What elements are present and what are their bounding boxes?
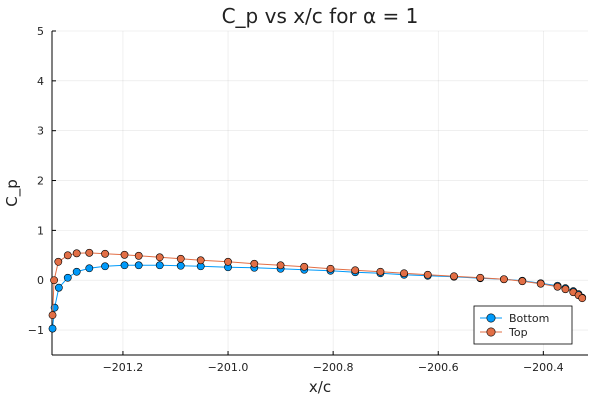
legend-item-bottom: Bottom	[480, 312, 549, 325]
point-top	[500, 275, 508, 284]
x-tick-label: −200.6	[418, 361, 459, 374]
y-tick-label: 4	[37, 75, 44, 88]
point-top	[476, 273, 485, 282]
point-top	[351, 266, 360, 275]
point-top	[423, 270, 432, 279]
x-tick-label: −201.2	[103, 361, 144, 374]
point-top	[134, 251, 143, 260]
y-tick-label: −1	[28, 324, 44, 337]
point-top	[50, 276, 59, 285]
point-top	[250, 259, 259, 268]
legend-item-top: Top	[480, 326, 528, 339]
point-top	[518, 277, 527, 286]
point-top	[120, 250, 129, 259]
x-tick-label: −200.4	[523, 361, 564, 374]
point-bottom	[72, 267, 81, 276]
point-top	[450, 272, 458, 281]
point-top	[54, 257, 63, 266]
point-top	[400, 269, 408, 278]
point-top	[553, 282, 562, 291]
grid-layer	[52, 30, 588, 355]
point-top	[63, 251, 72, 260]
legend-box	[473, 305, 573, 345]
y-axis-title: C_p	[3, 179, 22, 207]
point-bottom	[63, 273, 72, 282]
point-top	[48, 311, 57, 320]
point-top	[101, 249, 109, 258]
x-tick-label: −201.0	[208, 361, 249, 374]
point-bottom	[134, 261, 143, 270]
y-tick-label: 1	[37, 224, 44, 237]
point-top	[300, 262, 309, 271]
point-top	[155, 253, 164, 262]
axes-layer: −201.2 −201.0 −200.8 −200.6 −200.4 −1 0 1 2 3 4 5	[28, 25, 588, 374]
point-bottom	[101, 262, 109, 271]
point-top	[224, 257, 232, 266]
point-top	[561, 285, 570, 294]
point-bottom	[54, 283, 63, 292]
y-tick-label: 3	[37, 125, 44, 138]
point-bottom	[85, 264, 94, 273]
series-top	[48, 248, 587, 320]
point-bottom	[120, 261, 129, 270]
point-top	[326, 264, 335, 273]
point-bottom	[155, 261, 164, 270]
point-top	[376, 267, 385, 276]
chart-title: C_p vs x/c for α = 1	[222, 4, 419, 28]
point-top	[536, 279, 545, 288]
point-top	[578, 294, 587, 303]
x-tick-label: −200.8	[313, 361, 354, 374]
point-top	[276, 261, 285, 270]
point-bottom	[176, 261, 185, 270]
y-tick-label: 5	[37, 25, 44, 38]
point-top	[176, 254, 185, 263]
legend-marker-bottom	[486, 313, 496, 323]
x-axis-title: x/c	[309, 378, 331, 396]
point-bottom	[48, 324, 57, 333]
legend-marker-top	[486, 327, 496, 337]
point-top	[196, 256, 205, 265]
series-layer	[48, 248, 587, 333]
legend-label-bottom: Bottom	[509, 312, 549, 325]
point-top	[85, 248, 94, 257]
point-top	[72, 249, 81, 258]
legend-label-top: Top	[508, 326, 528, 339]
y-tick-label: 2	[37, 175, 44, 188]
y-tick-label: 0	[37, 274, 44, 287]
point-bottom	[50, 303, 59, 312]
